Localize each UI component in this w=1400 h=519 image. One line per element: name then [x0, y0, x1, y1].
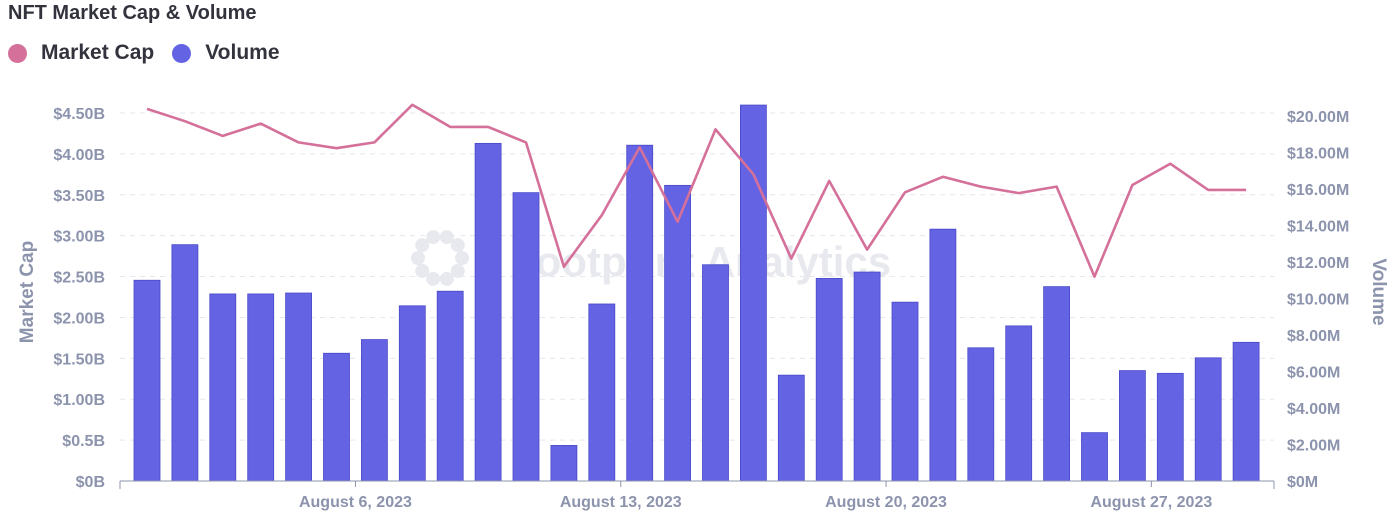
watermark-logo-dot [415, 263, 430, 278]
watermark-logo-dot [439, 271, 454, 286]
watermark-logo-dot [455, 251, 469, 265]
volume-bar [1081, 432, 1108, 482]
x-tick-label: August 20, 2023 [825, 494, 947, 511]
volume-bar [853, 271, 881, 482]
volume-bar [891, 301, 919, 482]
watermark-logo-dot [426, 271, 441, 286]
y-right-tick-label: $2.00M [1287, 438, 1340, 455]
y-right-tick-label: $10.00M [1287, 292, 1349, 309]
y-left-tick-label: $2.50B [53, 270, 105, 287]
volume-bar [702, 264, 729, 482]
y-left-tick-label: $1.00B [53, 392, 105, 409]
volume-bar [323, 352, 350, 482]
x-tick-label: August 27, 2023 [1090, 494, 1212, 511]
y-right-tick-label: $18.00M [1287, 146, 1349, 163]
y-left-tick-label: $0.5B [62, 433, 105, 450]
watermark-logo-dot [439, 230, 454, 245]
y-right-tick-label: $12.00M [1287, 255, 1349, 272]
legend-item-volume[interactable]: Volume [172, 41, 280, 65]
volume-bars [133, 104, 1260, 482]
volume-bar [1043, 286, 1070, 482]
y-left-tick-label: $4.50B [53, 106, 105, 123]
volume-bar [247, 293, 275, 482]
y-left-tick-label: $4.00B [53, 147, 105, 164]
y-right-tick-label: $14.00M [1287, 219, 1349, 236]
watermark-text: Footprint Analytics [510, 238, 891, 285]
y-right-axis-title: Volume [1368, 258, 1389, 325]
volume-bar [1232, 341, 1260, 482]
volume-bar [1005, 325, 1033, 482]
volume-bar [626, 144, 654, 482]
volume-bar [512, 192, 540, 482]
y-right-tick-label: $16.00M [1287, 182, 1349, 199]
watermark-logo-dot [411, 251, 425, 265]
watermark-logo-dot [426, 230, 441, 245]
volume-bar [740, 104, 767, 482]
volume-bar [360, 339, 388, 482]
volume-bar [1194, 357, 1222, 482]
market-cap-line-group [146, 103, 1247, 278]
volume-bar [1156, 372, 1184, 482]
legend-label-market-cap: Market Cap [41, 41, 155, 64]
legend-label-volume: Volume [205, 41, 280, 64]
x-tick-label: August 6, 2023 [299, 494, 412, 511]
volume-bar [171, 244, 199, 482]
y-left-tick-label: $2.00B [53, 310, 105, 327]
volume-bar [967, 347, 995, 482]
volume-bar [436, 290, 464, 482]
volume-bar [133, 279, 161, 482]
y-left-tick-label: $0B [76, 474, 105, 491]
volume-bar [550, 445, 578, 482]
volume-bar [588, 303, 616, 482]
chart-title: NFT Market Cap & Volume [8, 2, 257, 24]
y-right-tick-label: $0M [1287, 474, 1318, 491]
chart-legend: Market Cap Volume [8, 41, 298, 65]
watermark-logo-dot [415, 238, 430, 253]
volume-bar [815, 278, 843, 482]
volume-bar [664, 184, 691, 482]
axes: $0B $0.5B $1.00B $1.50B $2.00B $2.50B $3.00B $3… [17, 106, 1389, 511]
y-left-tick-label: $3.50B [53, 188, 105, 205]
watermark-logo-dot [450, 238, 465, 253]
volume-bar [474, 142, 502, 482]
volume-bar [209, 293, 237, 482]
watermark-logo-dot [450, 263, 465, 278]
volume-bar [285, 292, 313, 482]
y-left-axis-title: Market Cap [17, 241, 38, 343]
legend-item-market-cap[interactable]: Market Cap [8, 41, 154, 65]
y-right-tick-label: $20.00M [1287, 109, 1349, 126]
volume-bar [398, 305, 426, 482]
x-tick-label: August 13, 2023 [560, 494, 682, 511]
legend-swatch-market-cap [8, 43, 27, 63]
y-right-tick-label: $6.00M [1287, 365, 1340, 382]
y-right-tick-label: $4.00M [1287, 401, 1340, 418]
legend-swatch-volume [172, 43, 192, 63]
y-left-tick-label: $3.00B [53, 229, 105, 246]
y-right-tick-label: $8.00M [1287, 328, 1340, 345]
volume-bar [1119, 370, 1146, 482]
volume-bar [777, 374, 805, 482]
y-left-tick-label: $1.50B [53, 351, 105, 368]
watermark: Footprint Analytics [411, 230, 891, 286]
watermark-logo-icon [411, 230, 469, 286]
market-cap-line [146, 103, 1247, 278]
volume-bar [929, 228, 957, 482]
